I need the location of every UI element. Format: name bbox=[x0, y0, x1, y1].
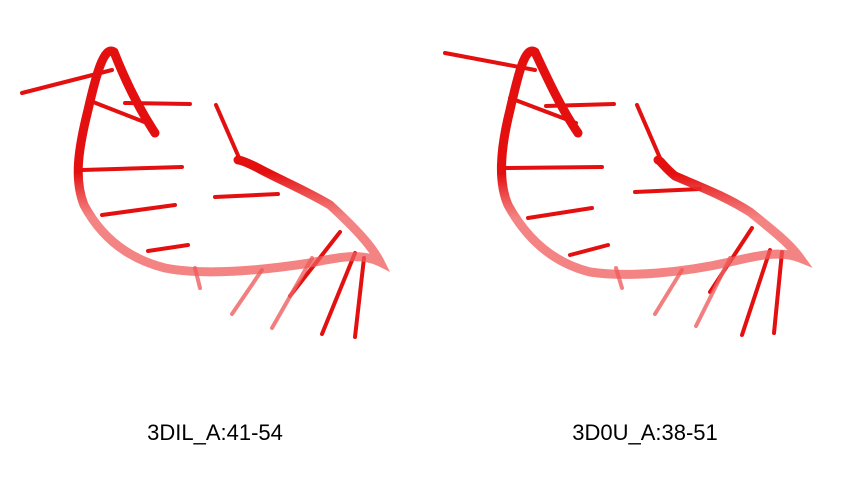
rna-structure-render-right bbox=[443, 46, 813, 337]
structure-panel-left: 3DIL_A:41-54 bbox=[20, 46, 391, 445]
structure-caption-left: 3DIL_A:41-54 bbox=[147, 420, 283, 445]
rna-structure-render-left bbox=[20, 46, 391, 339]
structure-caption-right: 3D0U_A:38-51 bbox=[572, 420, 718, 445]
base-sticks bbox=[20, 68, 366, 339]
structure-panel-right: 3D0U_A:38-51 bbox=[430, 0, 860, 480]
backbone-tube bbox=[497, 46, 813, 279]
base-sticks bbox=[443, 51, 784, 337]
backbone-tube bbox=[73, 46, 391, 277]
